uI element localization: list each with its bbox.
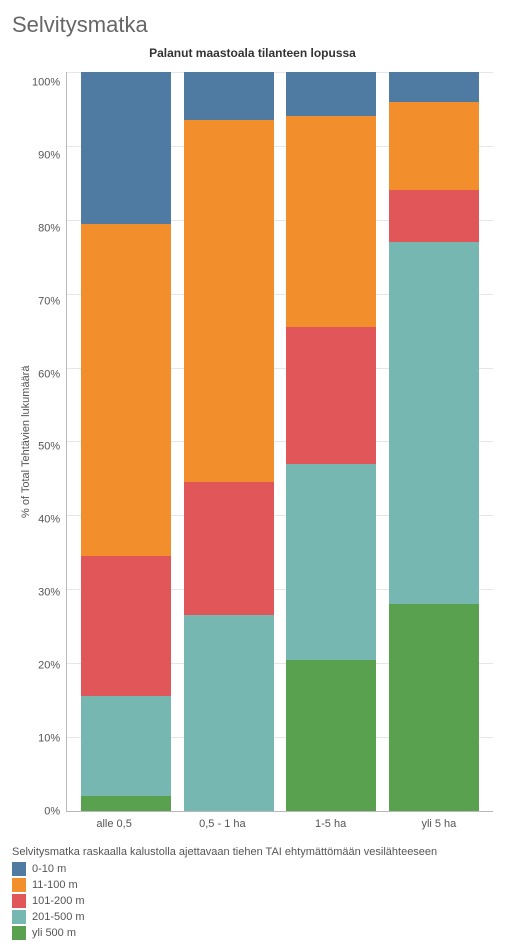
y-tick: 40% <box>38 515 60 526</box>
bar <box>184 72 274 811</box>
bar-segment <box>184 72 274 120</box>
y-tick: 100% <box>32 78 60 89</box>
chart-title: Palanut maastoala tilanteen lopussa <box>12 46 493 60</box>
y-axis-label: % of Total Tehtävien lukumäärä <box>16 72 32 812</box>
legend-label: 0-10 m <box>32 863 66 875</box>
bar-segment <box>286 327 376 464</box>
bar-segment <box>389 72 479 102</box>
bar-segment <box>81 696 171 796</box>
bar-segment <box>81 72 171 223</box>
legend-title: Selvitysmatka raskaalla kalustolla ajett… <box>12 846 493 858</box>
x-axis-labels: alle 0,50,5 - 1 ha1-5 hayli 5 ha <box>60 812 493 830</box>
legend-item: 201-500 m <box>12 910 493 924</box>
y-tick: 0% <box>44 806 60 817</box>
bar-segment <box>286 72 376 116</box>
bar-segment <box>389 604 479 811</box>
legend-label: 201-500 m <box>32 911 85 923</box>
bar-segment <box>389 190 479 242</box>
bar <box>389 72 479 811</box>
bar-segment <box>184 482 274 615</box>
bar-segment <box>286 464 376 660</box>
bar <box>286 72 376 811</box>
legend-swatch <box>12 862 26 876</box>
y-tick: 60% <box>38 369 60 380</box>
legend-item: yli 500 m <box>12 926 493 940</box>
y-tick: 50% <box>38 442 60 453</box>
x-tick-label: alle 0,5 <box>60 818 168 830</box>
plot-area <box>66 72 493 812</box>
bar-segment <box>81 556 171 696</box>
legend-swatch <box>12 926 26 940</box>
bar-segment <box>81 224 171 557</box>
x-tick-label: 1-5 ha <box>277 818 385 830</box>
bar-segment <box>286 116 376 327</box>
y-tick: 70% <box>38 296 60 307</box>
bar-segment <box>389 242 479 604</box>
bar-segment <box>286 660 376 811</box>
legend-label: yli 500 m <box>32 927 76 939</box>
bar-segment <box>184 615 274 811</box>
legend-swatch <box>12 894 26 908</box>
y-tick: 20% <box>38 661 60 672</box>
bar-segment <box>81 796 171 811</box>
legend-label: 101-200 m <box>32 895 85 907</box>
y-tick: 30% <box>38 588 60 599</box>
legend-item: 101-200 m <box>12 894 493 908</box>
x-tick-label: 0,5 - 1 ha <box>168 818 276 830</box>
legend-item: 11-100 m <box>12 878 493 892</box>
y-tick: 80% <box>38 223 60 234</box>
y-axis-ticks: 100%90%80%70%60%50%40%30%20%10%0% <box>32 72 66 812</box>
x-tick-label: yli 5 ha <box>385 818 493 830</box>
y-tick: 90% <box>38 150 60 161</box>
legend-item: 0-10 m <box>12 862 493 876</box>
legend: 0-10 m 11-100 m 101-200 m 201-500 m yli 500 … <box>12 862 493 940</box>
bar-segment <box>389 102 479 191</box>
legend-swatch <box>12 878 26 892</box>
bar <box>81 72 171 811</box>
legend-label: 11-100 m <box>32 879 78 891</box>
y-tick: 10% <box>38 734 60 745</box>
page-title: Selvitysmatka <box>12 12 493 38</box>
bar-segment <box>184 120 274 482</box>
legend-swatch <box>12 910 26 924</box>
chart-area: % of Total Tehtävien lukumäärä 100% 90% 80… <box>16 72 493 812</box>
